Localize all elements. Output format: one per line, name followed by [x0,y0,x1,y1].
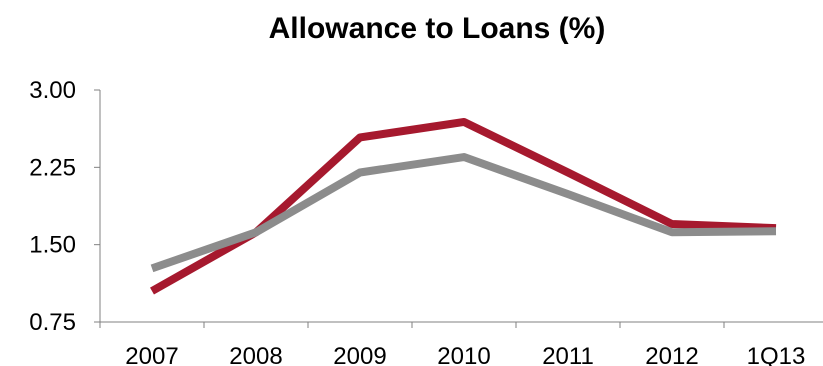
y-tick-label: 0.75 [29,309,76,336]
y-axis-ticks: 0.75 1.50 2.25 3.00 [29,77,100,336]
x-tick-label: 2012 [645,343,698,366]
x-tick-label: 1Q13 [747,343,806,366]
y-tick-label: 2.25 [29,154,76,181]
series-line-1 [150,117,777,295]
series-layer [150,117,777,295]
x-axis-ticks: 2007 2008 2009 2010 2011 2012 1Q13 [99,322,806,366]
x-tick-label: 2009 [333,343,386,366]
x-tick-label: 2011 [542,343,594,366]
x-tick-label: 2007 [125,343,178,366]
y-tick-label: 1.50 [29,232,76,259]
x-tick-label: 2010 [437,343,490,366]
x-tick-label: 2008 [229,343,282,366]
y-tick-label: 3.00 [29,77,76,104]
series-line-2 [150,153,777,273]
chart-title: Allowance to Loans (%) [269,12,606,45]
